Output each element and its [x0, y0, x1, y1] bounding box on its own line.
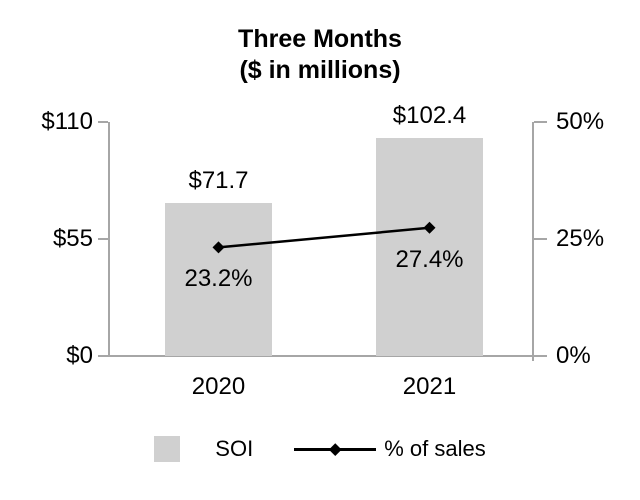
y-axis-left-tick-label: $0: [66, 342, 93, 369]
y-axis-right-tick-label: 50%: [556, 108, 605, 135]
line-point-label: 23.2%: [184, 265, 253, 293]
bar-value-label: $102.4: [392, 102, 467, 130]
y-axis-left-tick: [98, 355, 108, 357]
chart-header: Three Months ($ in millions): [0, 24, 640, 86]
chart-title: Three Months: [238, 25, 402, 53]
y-axis-right-tick: [534, 121, 547, 123]
legend-label-soi: SOI: [215, 436, 254, 461]
x-axis-label: 2021: [402, 373, 457, 400]
legend-swatch-soi: [154, 436, 181, 462]
y-axis-right: [532, 122, 534, 361]
chart-subtitle: ($ in millions): [239, 56, 401, 84]
y-axis-left-tick: [98, 121, 108, 123]
legend-label-pct-of-sales: % of sales: [384, 436, 486, 461]
x-axis-baseline: [98, 355, 545, 357]
legend: SOI % of sales: [0, 432, 640, 466]
y-axis-left-tick: [98, 238, 108, 240]
x-axis-label: 2020: [191, 373, 246, 400]
y-axis-right-tick-label: 0%: [556, 342, 591, 369]
legend-swatch-pct-of-sales: [294, 442, 377, 456]
y-axis-right-tick: [534, 355, 547, 357]
line-point-label: 27.4%: [395, 245, 464, 273]
y-axis-left: [108, 122, 110, 356]
bar-value-label: $71.7: [188, 167, 249, 195]
legend-diamond-icon: [329, 443, 342, 456]
y-axis-left-tick-label: $110: [41, 108, 93, 135]
y-axis-right-tick-label: 25%: [556, 225, 605, 252]
y-axis-left-tick-label: $55: [52, 225, 93, 252]
y-axis-right-tick: [534, 238, 547, 240]
